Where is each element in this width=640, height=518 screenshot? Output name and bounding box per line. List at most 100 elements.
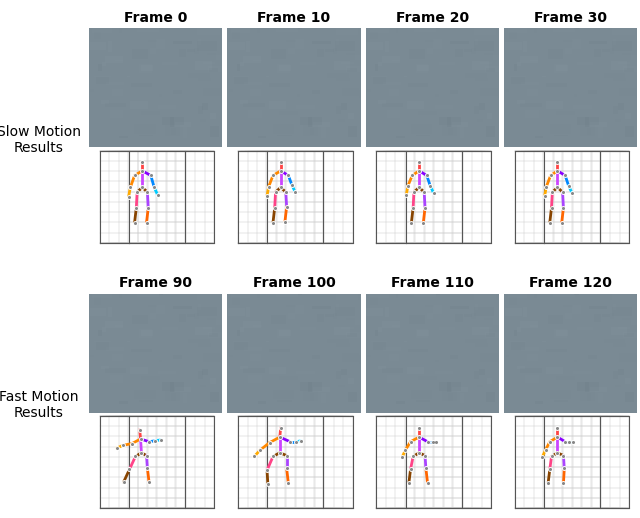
Bar bbox=[158, 370, 177, 375]
Bar bbox=[487, 113, 492, 119]
Bar bbox=[369, 291, 388, 298]
Bar bbox=[112, 89, 123, 96]
Bar bbox=[90, 308, 106, 316]
Bar bbox=[266, 137, 280, 143]
Bar bbox=[277, 64, 290, 73]
Bar bbox=[450, 355, 458, 359]
Bar bbox=[554, 64, 567, 73]
Text: Frame 90: Frame 90 bbox=[119, 276, 192, 290]
Bar bbox=[94, 76, 111, 77]
Bar bbox=[195, 61, 212, 70]
Bar bbox=[233, 341, 249, 342]
Bar bbox=[360, 90, 369, 98]
Bar bbox=[375, 329, 378, 336]
Bar bbox=[346, 332, 365, 338]
Bar bbox=[165, 125, 180, 136]
Bar bbox=[243, 368, 265, 372]
Text: Frame 10: Frame 10 bbox=[257, 10, 331, 24]
Bar bbox=[392, 325, 400, 327]
Bar bbox=[105, 321, 123, 328]
Bar bbox=[228, 308, 245, 316]
Bar bbox=[137, 392, 157, 399]
Bar bbox=[308, 382, 312, 393]
Bar bbox=[436, 288, 440, 295]
Bar bbox=[367, 308, 383, 316]
Bar bbox=[435, 370, 453, 375]
Bar bbox=[97, 36, 111, 45]
Bar bbox=[266, 341, 269, 342]
Bar bbox=[556, 376, 575, 381]
Bar bbox=[277, 27, 294, 34]
Bar bbox=[285, 376, 300, 378]
Bar bbox=[385, 307, 388, 318]
Bar bbox=[92, 291, 112, 298]
Bar bbox=[170, 139, 175, 146]
Bar bbox=[279, 110, 298, 115]
Bar bbox=[348, 379, 354, 384]
Bar bbox=[158, 105, 177, 109]
Bar bbox=[321, 393, 326, 403]
Bar bbox=[369, 25, 388, 33]
Bar bbox=[106, 82, 124, 85]
Bar bbox=[513, 329, 516, 336]
Bar bbox=[563, 39, 573, 42]
Bar bbox=[240, 366, 248, 369]
Bar bbox=[355, 303, 362, 305]
Bar bbox=[341, 62, 353, 64]
Bar bbox=[102, 327, 106, 332]
Bar bbox=[336, 26, 358, 35]
Bar bbox=[486, 392, 495, 402]
Bar bbox=[327, 73, 349, 78]
Bar bbox=[196, 304, 205, 306]
Bar bbox=[139, 64, 152, 73]
Bar bbox=[632, 318, 640, 325]
Bar bbox=[367, 355, 371, 357]
Bar bbox=[202, 103, 209, 110]
Bar bbox=[266, 402, 280, 408]
Bar bbox=[207, 318, 223, 320]
Bar bbox=[228, 42, 245, 50]
Bar bbox=[613, 343, 627, 347]
Bar bbox=[573, 105, 591, 109]
Bar bbox=[229, 90, 233, 92]
Bar bbox=[613, 78, 627, 81]
Bar bbox=[276, 28, 298, 32]
Bar bbox=[580, 391, 595, 401]
Bar bbox=[604, 339, 625, 343]
Bar bbox=[554, 400, 568, 401]
Bar bbox=[170, 117, 174, 127]
Bar bbox=[209, 333, 218, 337]
Bar bbox=[552, 28, 575, 32]
Bar bbox=[141, 110, 160, 115]
Bar bbox=[625, 113, 631, 119]
Bar bbox=[273, 124, 294, 134]
Bar bbox=[612, 292, 635, 300]
Bar bbox=[625, 392, 634, 402]
Bar bbox=[286, 305, 296, 307]
Bar bbox=[455, 314, 463, 322]
Bar bbox=[508, 25, 527, 33]
Bar bbox=[246, 41, 250, 52]
Bar bbox=[472, 61, 489, 70]
Bar bbox=[248, 110, 262, 118]
Bar bbox=[371, 297, 378, 305]
Bar bbox=[552, 55, 554, 57]
Bar bbox=[308, 404, 313, 412]
Bar bbox=[447, 382, 451, 393]
Bar bbox=[277, 329, 290, 338]
Bar bbox=[586, 127, 591, 135]
Bar bbox=[307, 35, 312, 38]
Bar bbox=[520, 321, 538, 328]
Bar bbox=[534, 22, 537, 33]
Bar bbox=[542, 137, 557, 143]
Bar bbox=[269, 349, 290, 352]
Bar bbox=[483, 317, 499, 325]
Bar bbox=[139, 27, 156, 34]
Bar bbox=[612, 41, 632, 51]
Bar bbox=[542, 341, 546, 342]
Bar bbox=[203, 62, 215, 64]
Bar bbox=[202, 369, 209, 375]
Bar bbox=[337, 39, 339, 45]
Bar bbox=[615, 384, 621, 387]
Bar bbox=[112, 354, 123, 361]
